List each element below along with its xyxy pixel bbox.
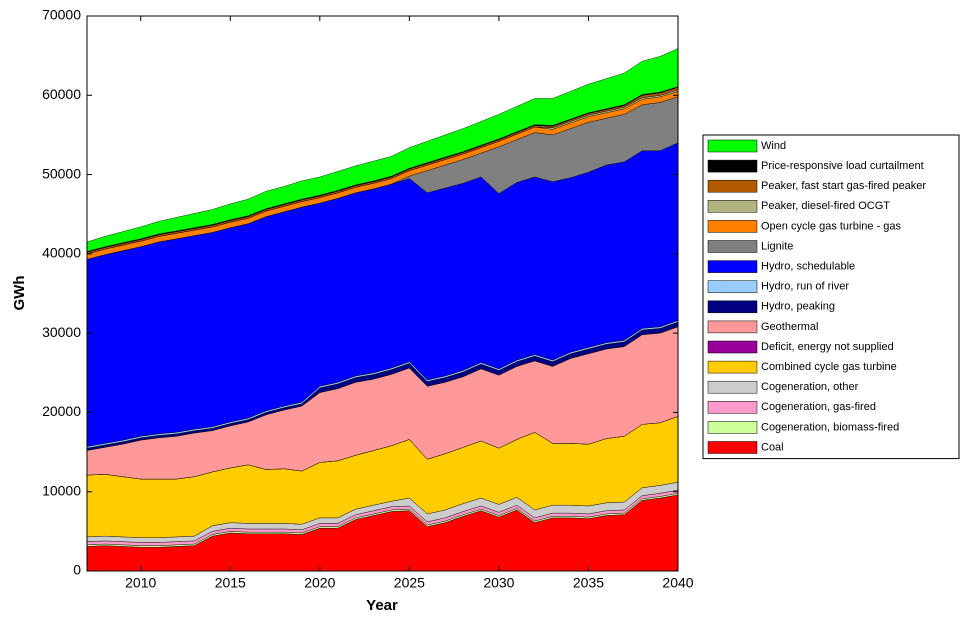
legend-label: Coal [761, 441, 784, 453]
legend-swatch [707, 320, 758, 334]
legend-swatch [707, 280, 758, 293]
y-axis-label: GWh [11, 276, 28, 311]
legend-swatch [707, 340, 758, 354]
legend-label: Geothermal [761, 321, 818, 333]
legend-swatch [707, 220, 758, 233]
legend-swatch [707, 139, 758, 153]
legend-label: Peaker, fast start gas-fired peaker [761, 180, 926, 192]
x-tick-label: 2035 [573, 575, 604, 591]
legend-label: Deficit, energy not supplied [761, 341, 894, 353]
y-tick-label: 0 [73, 562, 81, 578]
x-tick-label: 2020 [304, 575, 335, 591]
legend-label: Combined cycle gas turbine [761, 361, 897, 373]
x-tick-label: 2015 [215, 575, 246, 591]
x-tick-label: 2025 [394, 575, 425, 591]
legend-label: Peaker, diesel-fired OCGT [761, 200, 890, 212]
y-tick-label: 60000 [42, 86, 81, 102]
x-tick-label: 2030 [483, 575, 514, 591]
legend-swatch [707, 300, 758, 314]
legend-label: Wind [761, 140, 786, 152]
legend-label: Hydro, run of river [761, 281, 849, 293]
legend-swatch [707, 421, 758, 434]
legend-swatch [707, 380, 758, 394]
legend-label: Cogeneration, biomass-fired [761, 421, 899, 433]
legend-label: Price-responsive load curtailment [761, 160, 924, 172]
legend-swatch [707, 441, 758, 454]
legend-label: Cogeneration, other [761, 381, 859, 393]
y-tick-label: 30000 [42, 324, 81, 340]
legend-swatch [707, 240, 758, 253]
plot-frame [86, 15, 679, 572]
legend-swatch [707, 401, 758, 414]
x-axis-label: Year [366, 597, 398, 614]
legend-swatch [707, 159, 758, 173]
y-tick-label: 40000 [42, 245, 81, 261]
legend-swatch [707, 179, 758, 193]
x-tick-label: 2040 [662, 575, 693, 591]
y-tick-label: 50000 [42, 165, 81, 181]
legend-label: Hydro, schedulable [761, 261, 855, 273]
legend-swatch [707, 260, 758, 273]
legend-label: Open cycle gas turbine - gas [761, 220, 902, 232]
y-tick-label: 10000 [42, 482, 81, 498]
legend-label: Cogeneration, gas-fired [761, 401, 876, 413]
legend-label: Hydro, peaking [761, 301, 835, 313]
legend: Wind Price-responsive load curtailment Pea… [702, 134, 960, 460]
legend-swatch [707, 200, 758, 213]
legend-swatch [707, 360, 758, 374]
x-tick-label: 2010 [125, 575, 156, 591]
y-tick-label: 20000 [42, 403, 81, 419]
y-tick-label: 70000 [42, 7, 81, 23]
legend-label: Lignite [761, 240, 793, 252]
